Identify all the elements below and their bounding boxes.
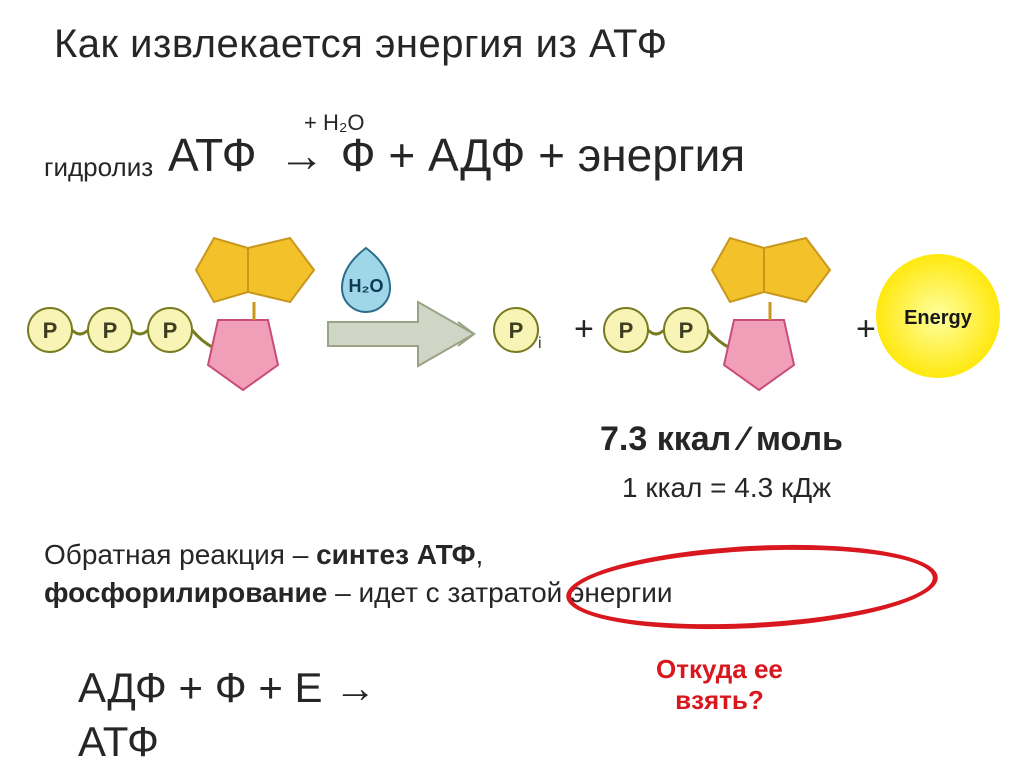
page-title: Как извлекается энергия из АТФ [54,22,668,67]
eq1-reactant: АТФ [168,128,257,182]
inorganic-phosphate: P i [494,308,542,352]
energy-value: 7.3 ккал ∕ моль [600,420,843,459]
svg-text:P: P [163,318,178,343]
svg-text:P: P [103,318,118,343]
svg-text:P: P [509,318,524,343]
phosphate-1: P [28,308,72,352]
svg-text:H₂O: H₂O [349,276,384,296]
atp-molecule: P P P [28,238,314,390]
phosphate-2: P [88,308,132,352]
eq1-products: Ф + АДФ + энергия [341,128,746,182]
svg-text:P: P [619,318,634,343]
eq1-water-superscript: + Н₂О [304,110,365,136]
eq1-arrow: → [279,128,325,182]
equation-hydrolysis: + Н₂О АТФ → Ф + АДФ + энергия [168,128,1004,182]
equation-synthesis-line1: АДФ + Ф + Е → [78,664,376,712]
water-drop: H₂O [342,248,390,312]
adp-molecule: P P [604,238,830,390]
plus-1: + [574,310,594,348]
atp-hydrolysis-diagram: P P P H₂O P i + [18,230,1006,400]
svg-text:i: i [538,335,542,352]
energy-burst: Energy [876,254,1000,378]
kcal-conversion: 1 ккал = 4.3 кДж [622,472,831,504]
reaction-arrow-icon [328,302,474,366]
svg-text:P: P [679,318,694,343]
plus-2: + [856,310,876,348]
svg-text:P: P [43,318,58,343]
phosphate-3: P [148,308,192,352]
where-question: Откуда ее взять? [656,654,783,716]
ribose-atp [208,320,278,390]
svg-text:Energy: Energy [904,307,973,329]
adenine-atp [196,238,314,302]
equation-synthesis-line2: АТФ [78,718,159,766]
hydrolysis-label: гидролиз [44,152,153,183]
